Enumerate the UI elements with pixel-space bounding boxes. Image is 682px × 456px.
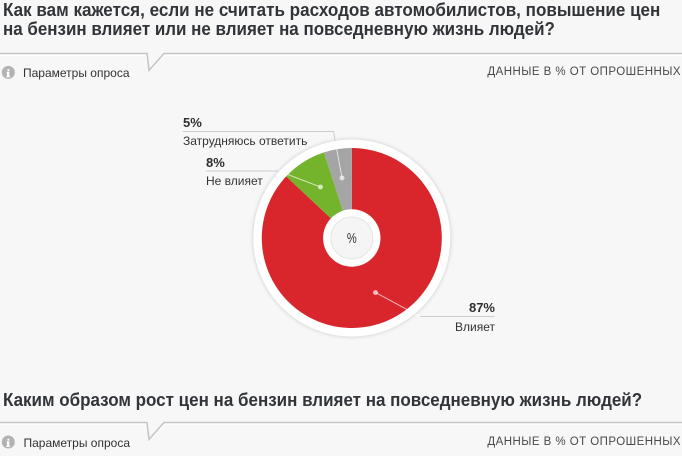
svg-text:%: %	[347, 229, 357, 246]
